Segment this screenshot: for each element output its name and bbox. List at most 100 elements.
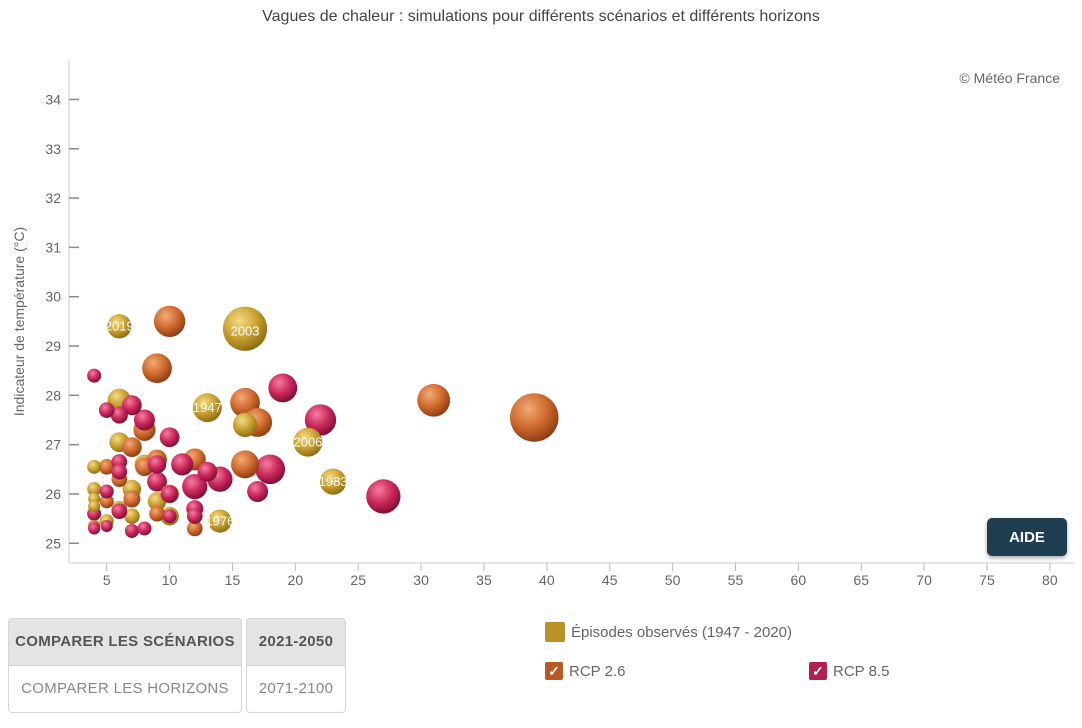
x-tick-label: 25 <box>350 572 366 588</box>
bubble-rcp85[interactable] <box>304 404 337 436</box>
bubble-observed[interactable] <box>192 393 222 423</box>
help-button[interactable]: AIDE <box>987 518 1067 556</box>
bubble-observed[interactable] <box>232 412 258 438</box>
tab-period-2071-2100[interactable]: 2071-2100 <box>247 666 345 712</box>
legend-rcp85[interactable]: ✓ RCP 8.5 <box>809 662 889 680</box>
x-tick-label: 45 <box>602 572 618 588</box>
bubble-rcp85[interactable] <box>88 522 101 535</box>
bubble-rcp85[interactable] <box>182 473 208 500</box>
bubble-observed[interactable] <box>319 468 347 495</box>
bubble-label: 1947 <box>193 400 222 415</box>
tab-compare-scenarios[interactable]: COMPARER LES SCÉNARIOS <box>9 619 241 666</box>
tab-compare-horizons[interactable]: COMPARER LES HORIZONS <box>9 666 241 712</box>
bubble-rcp85[interactable] <box>137 521 152 536</box>
bubble-label: 2003 <box>231 323 260 338</box>
bubble-rcp85[interactable] <box>111 463 128 480</box>
bubble-rcp85[interactable] <box>247 480 269 502</box>
y-tick-label: 27 <box>45 437 61 453</box>
y-tick-label: 31 <box>45 239 61 255</box>
bubble-rcp85[interactable] <box>99 484 114 499</box>
x-tick-label: 40 <box>539 572 555 588</box>
bubble-rcp85[interactable] <box>197 461 218 482</box>
bubble-rcp26[interactable] <box>121 437 142 458</box>
bubble-rcp26[interactable] <box>99 494 114 509</box>
tab-period-2021-2050[interactable]: 2021-2050 <box>247 619 345 666</box>
bubble-label: 2019 <box>105 318 134 333</box>
x-tick-label: 55 <box>728 572 744 588</box>
bubble-rcp85[interactable] <box>171 453 194 476</box>
bubble-rcp85[interactable] <box>110 406 128 424</box>
bubble-rcp85[interactable] <box>98 402 115 418</box>
y-axis-title: Indicateur de température (°C) <box>11 227 27 416</box>
bubble-rcp85[interactable] <box>162 509 177 524</box>
checkbox-checked-icon[interactable]: ✓ <box>545 662 563 680</box>
x-tick-label: 20 <box>288 572 304 588</box>
chart-title: Vagues de chaleur : simulations pour dif… <box>262 8 820 25</box>
legend-observed[interactable]: Épisodes observés (1947 - 2020) <box>545 622 792 642</box>
bubble-rcp85[interactable] <box>255 454 286 485</box>
bubble-label: 1976 <box>205 513 234 528</box>
bubble-observed[interactable] <box>124 508 140 524</box>
y-tick-label: 28 <box>45 387 61 403</box>
bubble-observed[interactable] <box>87 459 102 474</box>
bubble-observed[interactable] <box>88 500 101 513</box>
x-tick-label: 65 <box>853 572 869 588</box>
y-tick-label: 32 <box>45 190 61 206</box>
bubble-labels: 2003 1947 2006 1983 2019 1976 <box>105 318 348 528</box>
bubble-rcp26[interactable] <box>510 393 559 442</box>
bubble-observed[interactable] <box>208 509 232 533</box>
credit-text: © Météo France <box>959 70 1060 86</box>
legend-observed-label: Épisodes observés (1947 - 2020) <box>571 623 792 641</box>
legend-rcp85-label: RCP 8.5 <box>833 662 890 680</box>
bubbles <box>87 305 559 538</box>
y-tick-label: 26 <box>45 486 61 502</box>
bubble-rcp26[interactable] <box>142 353 172 384</box>
x-tick-label: 60 <box>791 572 807 588</box>
x-tick-label: 30 <box>413 572 429 588</box>
x-tick-label: 80 <box>1042 572 1058 588</box>
bubble-rcp85[interactable] <box>111 503 128 520</box>
bubble-rcp26[interactable] <box>231 450 260 479</box>
bubble-rcp85[interactable] <box>124 523 139 538</box>
legend-rcp26-label: RCP 2.6 <box>569 662 626 680</box>
y-tick-label: 33 <box>45 141 61 157</box>
bubble-rcp85[interactable] <box>186 508 203 524</box>
bubble-rcp26[interactable] <box>98 459 115 475</box>
legend-rcp26[interactable]: ✓ RCP 2.6 <box>545 662 625 680</box>
bubble-rcp85[interactable] <box>100 519 113 533</box>
x-tick-label: 75 <box>979 572 995 588</box>
bubble-rcp85[interactable] <box>159 427 180 448</box>
y-tick-label: 30 <box>45 289 61 305</box>
x-tick-label: 70 <box>916 572 932 588</box>
checkbox-checked-icon[interactable]: ✓ <box>809 662 827 680</box>
bubble-rcp85[interactable] <box>147 455 167 474</box>
bubble-observed[interactable] <box>87 482 102 497</box>
x-tick-label: 5 <box>103 572 111 588</box>
bubble-rcp85[interactable] <box>268 373 298 403</box>
bubble-rcp85[interactable] <box>121 395 142 416</box>
bubble-rcp26[interactable] <box>149 505 165 522</box>
x-axis-title: Durée (jours) <box>991 597 1073 600</box>
bubble-chart: 25 26 27 28 29 30 31 32 33 34 5 10 15 20 25 30 35 40 45 50 5… <box>11 60 1075 600</box>
bubble-rcp85[interactable] <box>161 485 179 503</box>
y-tick-label: 29 <box>45 338 61 354</box>
bubble-observed[interactable] <box>107 314 132 339</box>
bubble-rcp85[interactable] <box>147 471 167 492</box>
bubble-rcp85[interactable] <box>87 368 102 383</box>
bubble-rcp85[interactable] <box>133 409 155 431</box>
bubble-rcp26[interactable] <box>186 520 203 537</box>
bubble-rcp85[interactable] <box>366 479 401 514</box>
bubble-observed[interactable] <box>222 306 268 351</box>
x-tick-label: 35 <box>476 572 492 588</box>
bubble-label: 2006 <box>293 434 322 449</box>
bubble-rcp26[interactable] <box>153 305 186 338</box>
bubble-observed[interactable] <box>293 427 323 457</box>
legend-observed-swatch <box>545 622 565 642</box>
y-tick-label: 34 <box>45 91 61 107</box>
bubble-rcp26[interactable] <box>417 383 451 417</box>
period-tabs: 2021-2050 2071-2100 <box>246 618 346 713</box>
axes: 25 26 27 28 29 30 31 32 33 34 5 10 15 20 25 30 35 40 45 50 5… <box>11 60 1075 600</box>
x-tick-label: 15 <box>225 572 241 588</box>
bubble-rcp26[interactable] <box>123 490 141 508</box>
y-tick-label: 25 <box>45 535 61 551</box>
